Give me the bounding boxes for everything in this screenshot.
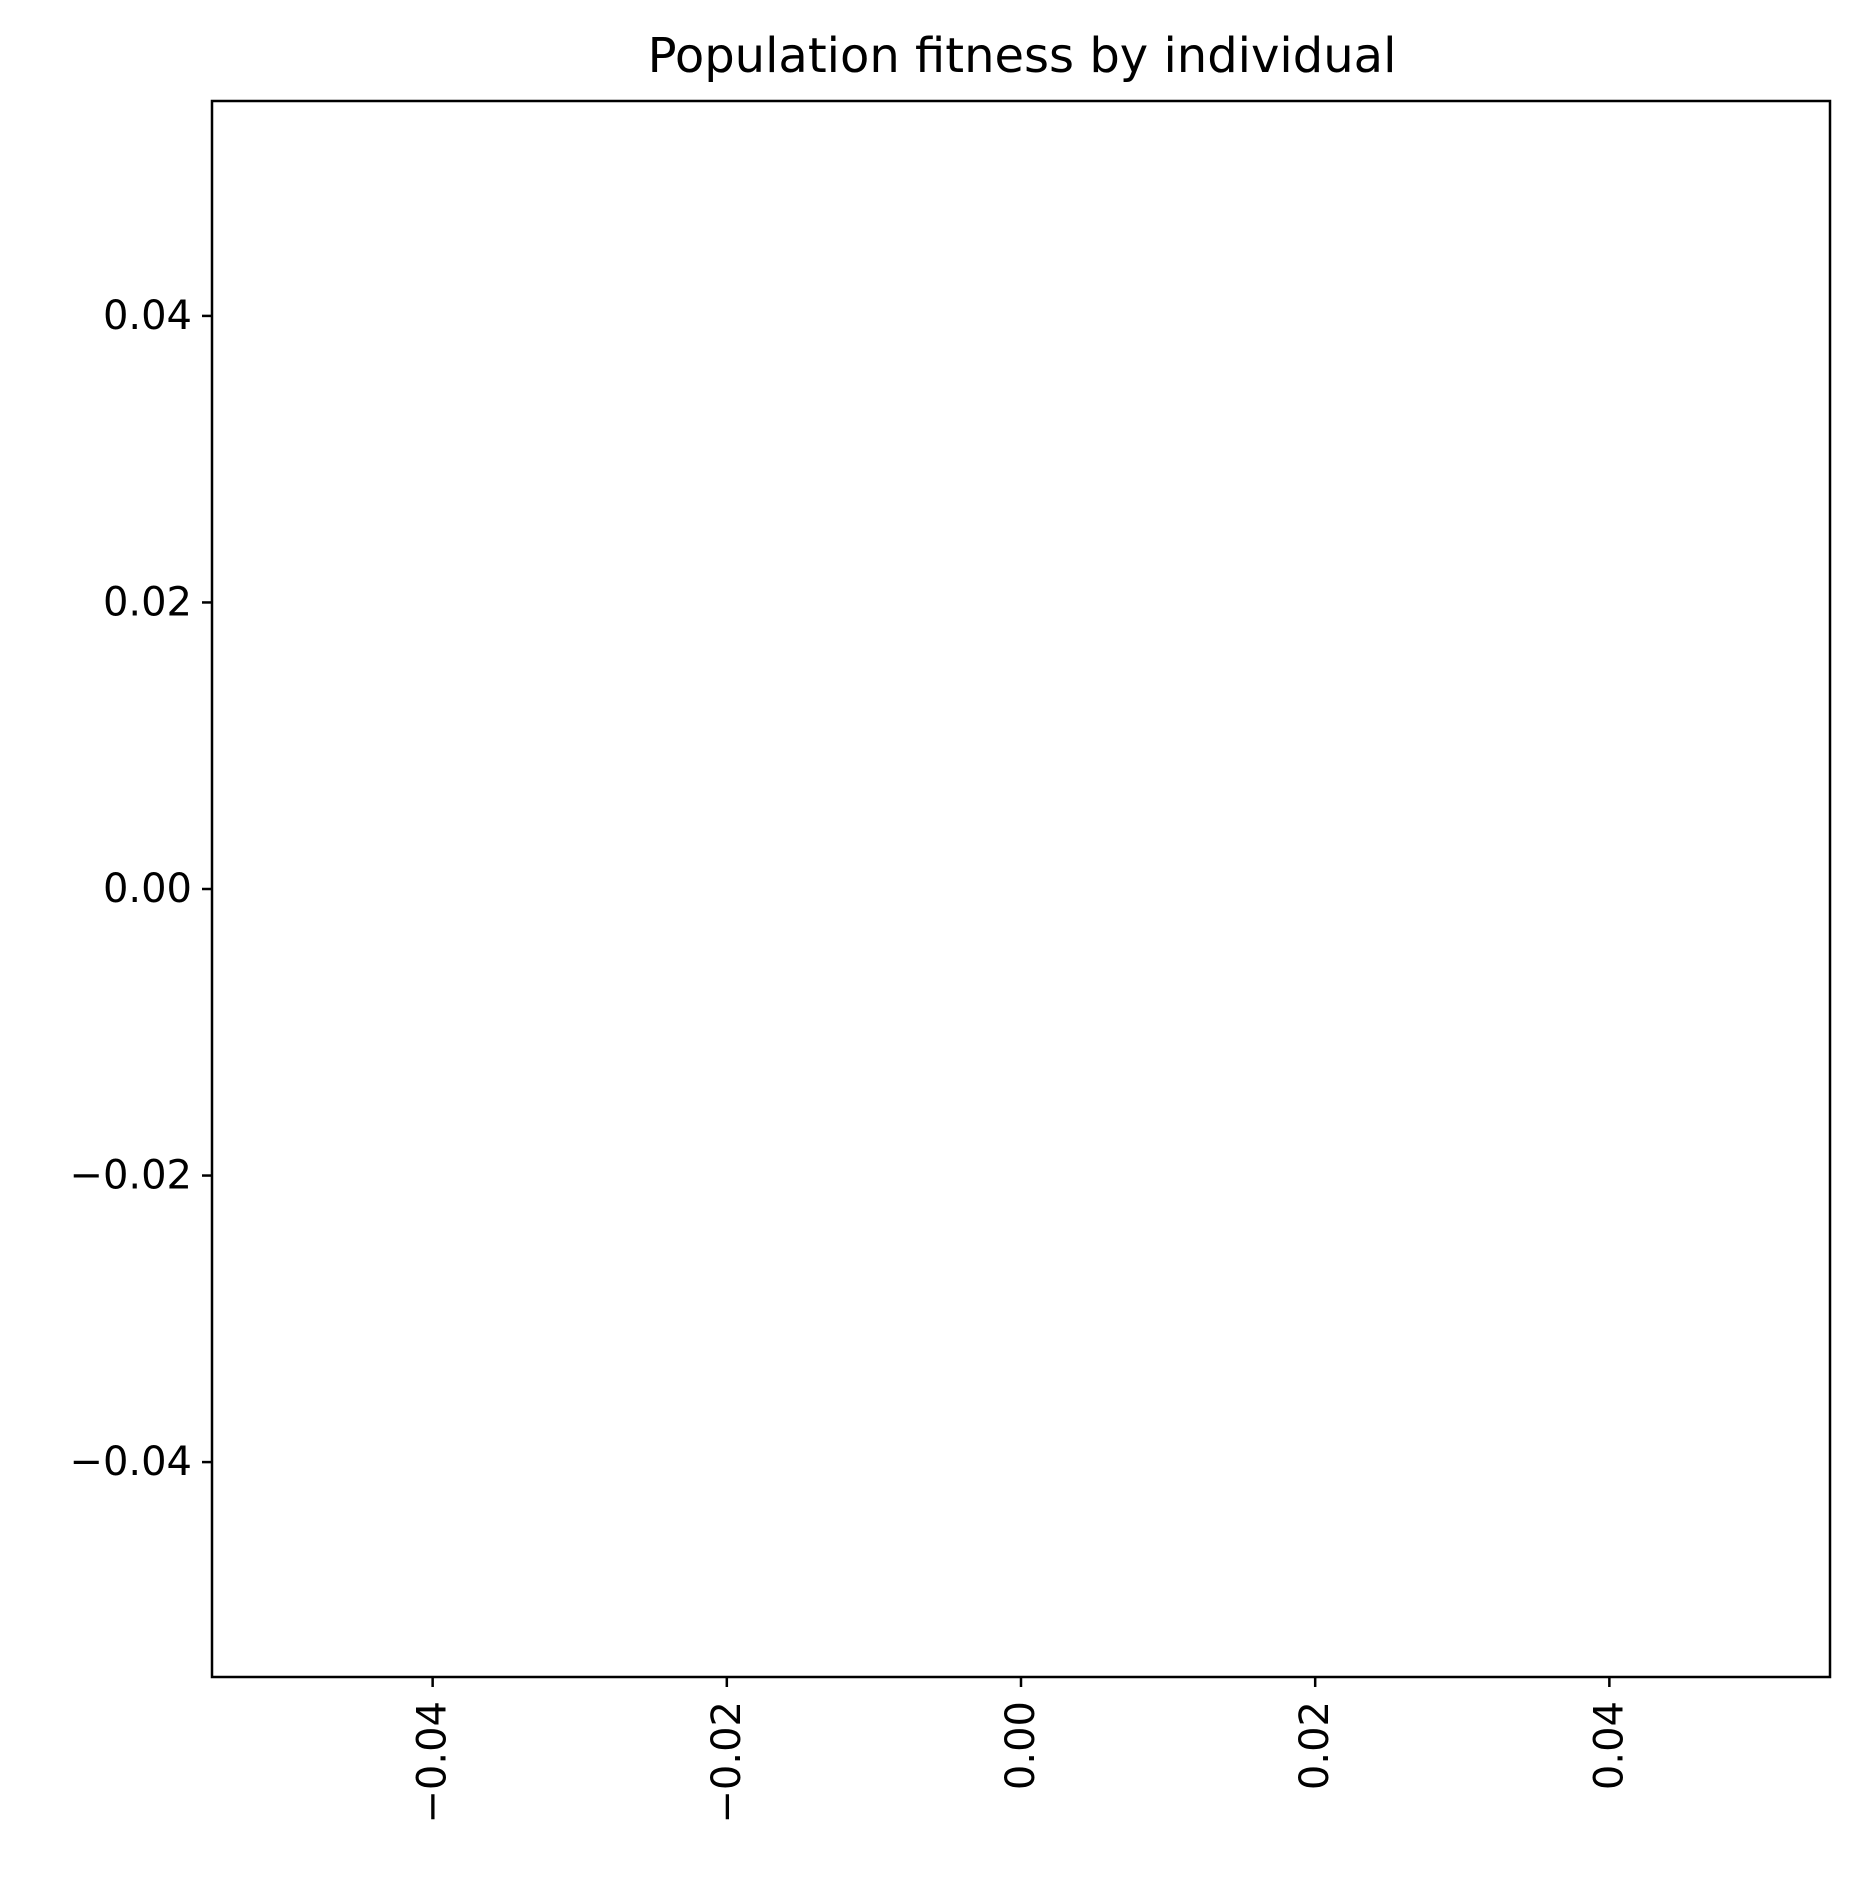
y-tick-label: −0.04 [69,1439,192,1485]
x-tick-label: 0.04 [1586,1701,1632,1790]
x-tick-label: 0.02 [1292,1701,1338,1790]
y-tick-label: 0.02 [103,579,192,625]
chart-title: Population fitness by individual [648,28,1397,84]
y-tick-label: 0.04 [103,293,192,339]
y-tick-label: −0.02 [69,1153,192,1199]
x-tick-label: 0.00 [998,1701,1044,1790]
x-axis: −0.04 −0.02 0.00 0.02 0.04 [410,1677,1632,1824]
y-tick-label: 0.00 [103,866,192,912]
x-tick-label: −0.02 [704,1701,750,1824]
y-axis: 0.04 0.02 0.00 −0.02 −0.04 [69,293,212,1485]
x-tick-label: −0.04 [410,1701,456,1824]
